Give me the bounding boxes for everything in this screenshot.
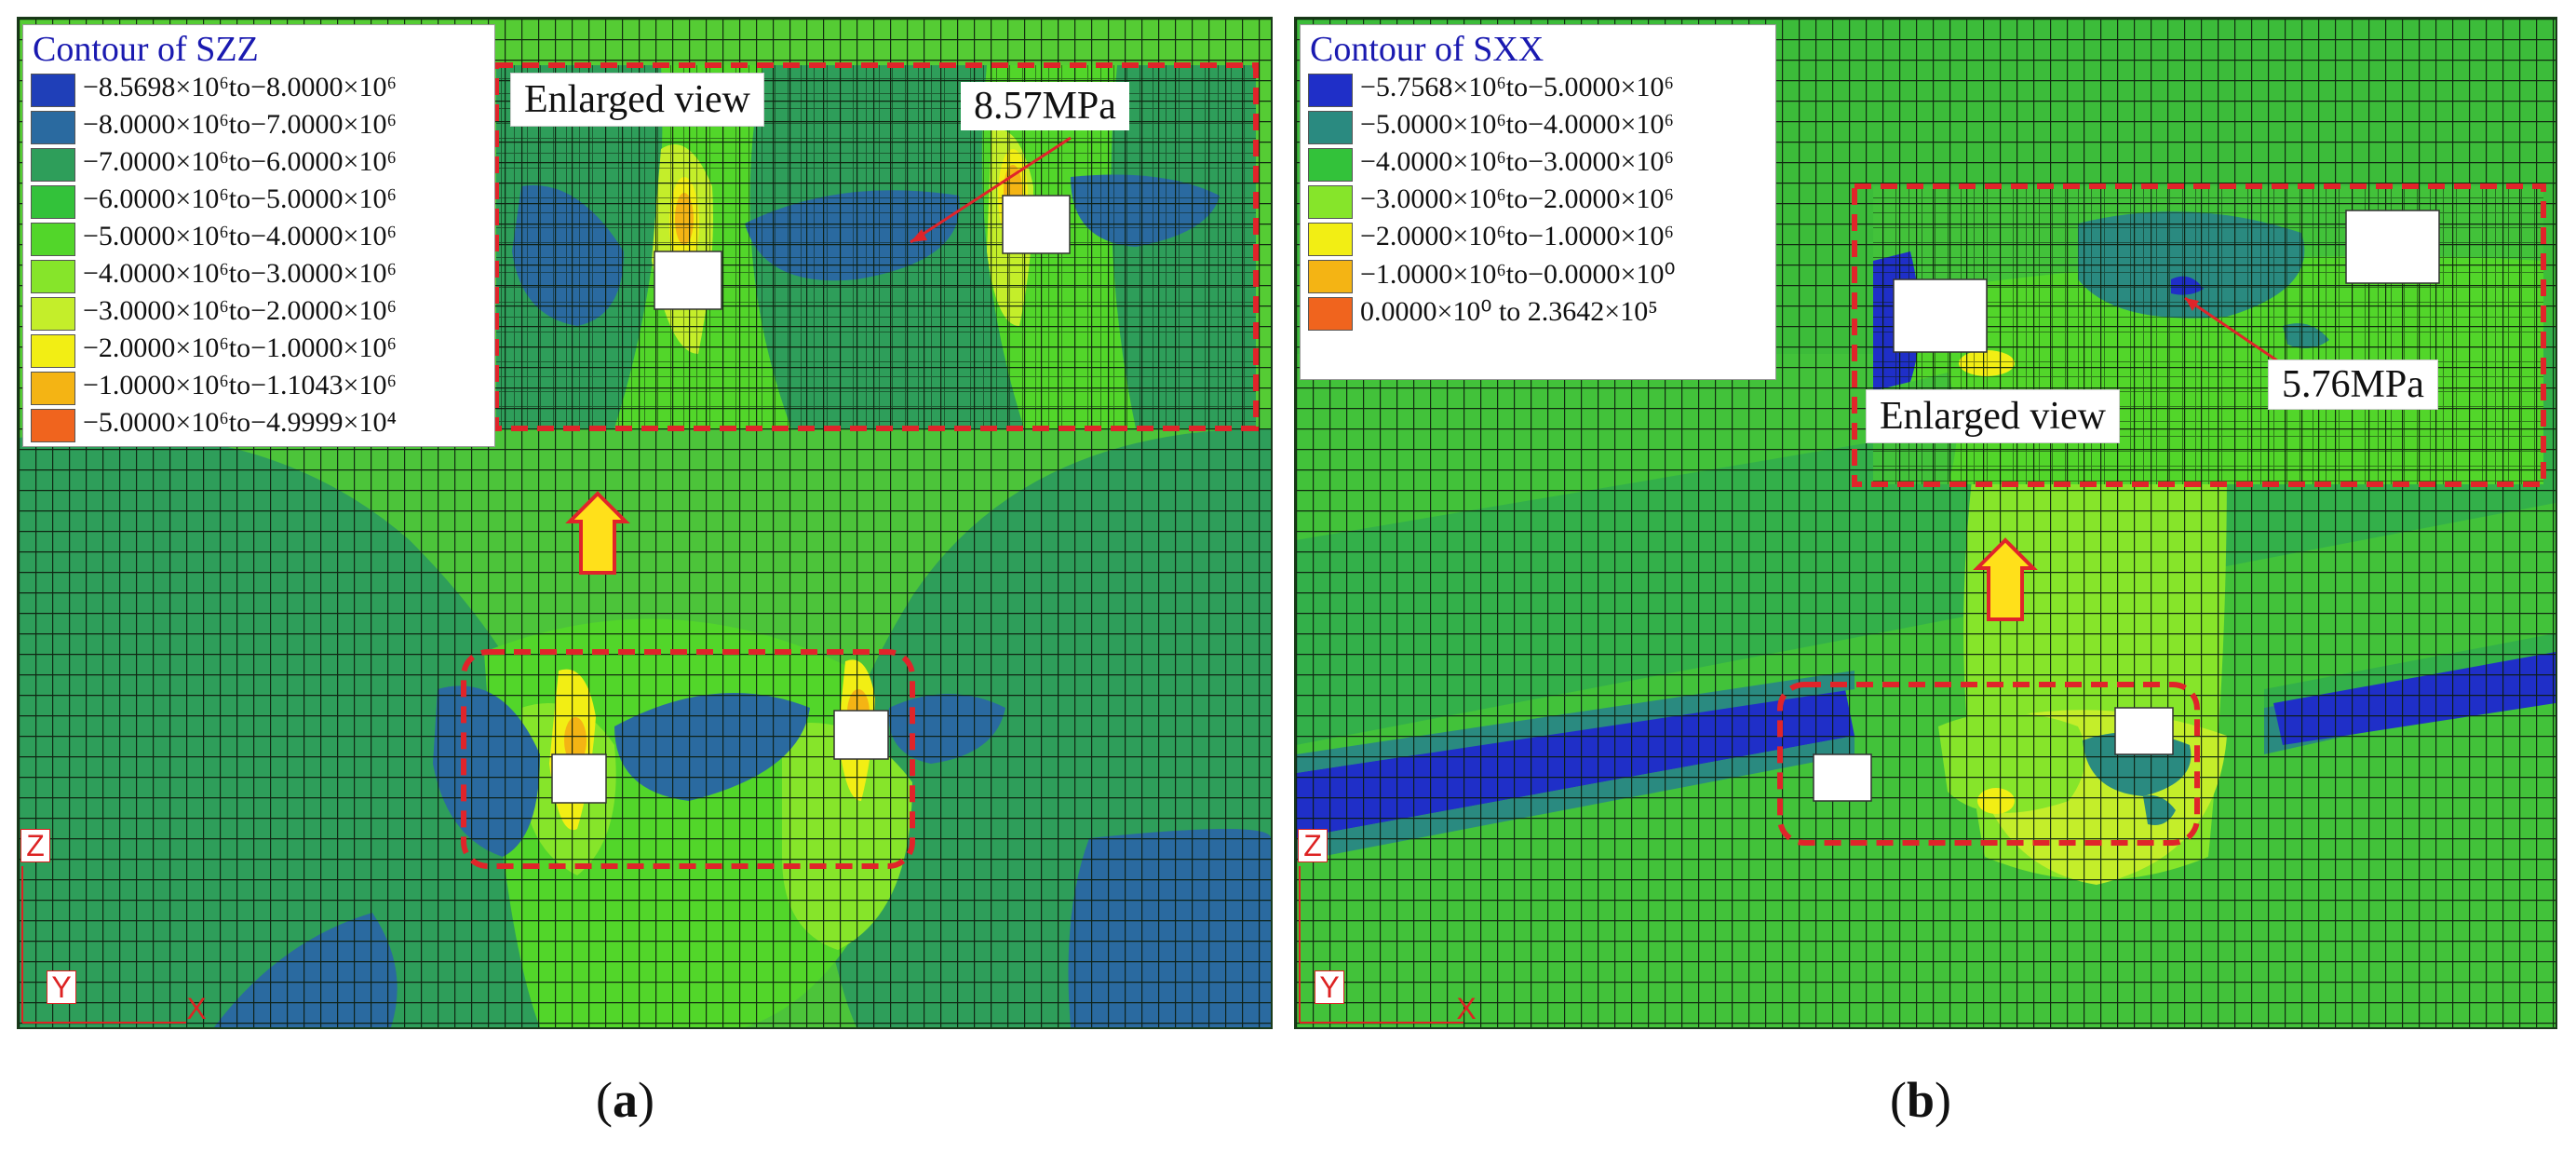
axis-x-label: X xyxy=(186,992,207,1025)
legend-label: −1.0000×10⁶to−1.1043×10⁶ xyxy=(83,370,397,400)
contour-plot-sxx: Contour of SXX −5.7568×10⁶to−5.0000×10⁶ −… xyxy=(1294,17,2557,1029)
legend-row: −3.0000×10⁶to−2.0000×10⁶ xyxy=(1308,183,1764,219)
enlarged-view-label: Enlarged view xyxy=(510,73,764,127)
axis-y-label: Y xyxy=(47,970,76,1004)
legend-label: −2.0000×10⁶to−1.0000×10⁶ xyxy=(1360,221,1674,251)
legend-swatch xyxy=(1308,74,1353,107)
legend-label: −4.0000×10⁶to−3.0000×10⁶ xyxy=(83,258,397,289)
legend-swatch xyxy=(31,372,75,405)
caption-a: (a) xyxy=(596,1072,654,1128)
legend-swatch xyxy=(31,111,75,144)
legend-swatch xyxy=(1308,297,1353,331)
legend-row: −5.0000×10⁶to−4.9999×10⁴ xyxy=(31,407,487,442)
legend-label: −1.0000×10⁶to−0.0000×10⁰ xyxy=(1360,259,1676,290)
legend-label: −8.5698×10⁶to−8.0000×10⁶ xyxy=(83,72,397,102)
legend-row: −4.0000×10⁶to−3.0000×10⁶ xyxy=(1308,146,1764,182)
legend-label: −3.0000×10⁶to−2.0000×10⁶ xyxy=(1360,183,1674,214)
legend-swatch xyxy=(1308,185,1353,219)
legend-label: −5.0000×10⁶to−4.0000×10⁶ xyxy=(83,221,397,251)
legend-row: −4.0000×10⁶to−3.0000×10⁶ xyxy=(31,258,487,293)
enlarged-view-label: Enlarged view xyxy=(1866,389,2120,443)
legend-row: −1.0000×10⁶to−0.0000×10⁰ xyxy=(1308,258,1764,293)
legend-label: −8.0000×10⁶to−7.0000×10⁶ xyxy=(83,109,397,140)
legend-label: −4.0000×10⁶to−3.0000×10⁶ xyxy=(1360,146,1674,177)
up-arrow-icon xyxy=(1973,537,2038,621)
legend-label: −5.7568×10⁶to−5.0000×10⁶ xyxy=(1360,72,1674,102)
legend-title: Contour of SZZ xyxy=(33,30,259,69)
legend-row: −7.0000×10⁶to−6.0000×10⁶ xyxy=(31,146,487,182)
legend-row: −2.0000×10⁶to−1.0000×10⁶ xyxy=(31,332,487,368)
legend-row: −6.0000×10⁶to−5.0000×10⁶ xyxy=(31,183,487,219)
legend-swatch xyxy=(31,409,75,442)
max-stress-label: 8.57MPa xyxy=(961,82,1129,130)
legend-swatch xyxy=(31,185,75,219)
contour-plot-szz: Contour of SZZ −8.5698×10⁶to−8.0000×10⁶ −… xyxy=(17,17,1273,1029)
legend-swatch xyxy=(31,260,75,293)
legend-row: −5.0000×10⁶to−4.0000×10⁶ xyxy=(1308,109,1764,144)
axis-z-label: Z xyxy=(1298,829,1328,862)
axis-z-label: Z xyxy=(20,829,50,862)
axis-y-label: Y xyxy=(1315,970,1344,1004)
legend-label: −2.0000×10⁶to−1.0000×10⁶ xyxy=(83,332,397,363)
axis-x-label: X xyxy=(1456,992,1477,1025)
legend-row: −8.5698×10⁶to−8.0000×10⁶ xyxy=(31,72,487,107)
legend-swatch xyxy=(31,223,75,256)
legend-title: Contour of SXX xyxy=(1310,30,1544,69)
legend-swatch xyxy=(1308,111,1353,144)
legend-label: −6.0000×10⁶to−5.0000×10⁶ xyxy=(83,183,397,214)
legend-swatch xyxy=(31,334,75,368)
legend-row: −5.7568×10⁶to−5.0000×10⁶ xyxy=(1308,72,1764,107)
legend-szz: Contour of SZZ −8.5698×10⁶to−8.0000×10⁶ −… xyxy=(22,24,495,447)
legend-swatch xyxy=(31,74,75,107)
legend-label: −5.0000×10⁶to−4.9999×10⁴ xyxy=(83,407,397,438)
legend-row: 0.0000×10⁰ to 2.3642×10⁵ xyxy=(1308,295,1764,331)
caption-b: (b) xyxy=(1890,1072,1952,1128)
legend-swatch xyxy=(1308,148,1353,182)
up-arrow-icon xyxy=(565,491,630,575)
legend-row: −1.0000×10⁶to−1.1043×10⁶ xyxy=(31,370,487,405)
legend-label: −5.0000×10⁶to−4.0000×10⁶ xyxy=(1360,109,1674,140)
legend-label: −3.0000×10⁶to−2.0000×10⁶ xyxy=(83,295,397,326)
legend-sxx: Contour of SXX −5.7568×10⁶to−5.0000×10⁶ −… xyxy=(1300,24,1776,380)
legend-row: −3.0000×10⁶to−2.0000×10⁶ xyxy=(31,295,487,331)
legend-row: −2.0000×10⁶to−1.0000×10⁶ xyxy=(1308,221,1764,256)
legend-label: −7.0000×10⁶to−6.0000×10⁶ xyxy=(83,146,397,177)
legend-row: −8.0000×10⁶to−7.0000×10⁶ xyxy=(31,109,487,144)
legend-swatch xyxy=(31,297,75,331)
legend-swatch xyxy=(1308,223,1353,256)
legend-swatch xyxy=(1308,260,1353,293)
legend-label: 0.0000×10⁰ to 2.3642×10⁵ xyxy=(1360,296,1658,327)
legend-row: −5.0000×10⁶to−4.0000×10⁶ xyxy=(31,221,487,256)
legend-swatch xyxy=(31,148,75,182)
max-stress-label: 5.76MPa xyxy=(2268,359,2438,410)
